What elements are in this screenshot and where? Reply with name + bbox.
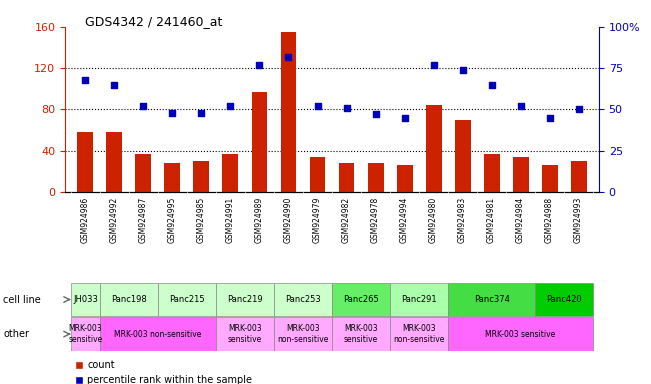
Bar <box>332 283 390 316</box>
Point <box>516 103 526 109</box>
Text: Panc265: Panc265 <box>343 295 379 304</box>
Point <box>255 62 265 68</box>
Point <box>458 67 468 73</box>
Bar <box>216 283 274 316</box>
Bar <box>542 165 557 192</box>
Text: MRK-003
sensitive: MRK-003 sensitive <box>344 324 378 344</box>
Text: Panc420: Panc420 <box>546 295 582 304</box>
Text: MRK-003 sensitive: MRK-003 sensitive <box>486 329 556 339</box>
Point <box>486 82 497 88</box>
Text: Panc198: Panc198 <box>111 295 147 304</box>
Bar <box>77 132 93 192</box>
Bar <box>339 163 355 192</box>
Point <box>341 105 352 111</box>
Bar <box>165 163 180 192</box>
Bar <box>274 318 332 351</box>
Bar <box>71 283 100 316</box>
Bar <box>484 154 499 192</box>
Text: Panc215: Panc215 <box>169 295 205 304</box>
Text: GSM924994: GSM924994 <box>400 197 409 243</box>
Bar <box>454 120 471 192</box>
Bar <box>396 165 413 192</box>
Text: GSM924990: GSM924990 <box>284 197 293 243</box>
Text: MRK-003
non-sensitive: MRK-003 non-sensitive <box>393 324 445 344</box>
Point <box>167 110 178 116</box>
Point <box>544 115 555 121</box>
Text: GSM924985: GSM924985 <box>197 197 206 243</box>
Point <box>312 103 323 109</box>
Text: GSM924995: GSM924995 <box>168 197 177 243</box>
Text: GSM924980: GSM924980 <box>429 197 438 243</box>
Bar <box>216 318 274 351</box>
Text: Panc374: Panc374 <box>474 295 510 304</box>
Point <box>80 77 90 83</box>
Bar <box>100 283 158 316</box>
Text: GSM924989: GSM924989 <box>255 197 264 243</box>
Text: MRK-003
non-sensitive: MRK-003 non-sensitive <box>277 324 329 344</box>
Text: GSM924993: GSM924993 <box>574 197 583 243</box>
Text: GSM924981: GSM924981 <box>487 197 496 243</box>
Text: GSM924978: GSM924978 <box>371 197 380 243</box>
Text: MRK-003
sensitive: MRK-003 sensitive <box>228 324 262 344</box>
Text: cell line: cell line <box>3 295 41 305</box>
Point <box>225 103 236 109</box>
Bar <box>251 92 268 192</box>
Point <box>399 115 409 121</box>
Bar <box>448 318 593 351</box>
Text: GSM924991: GSM924991 <box>226 197 235 243</box>
Bar <box>193 161 210 192</box>
Point <box>196 110 206 116</box>
Bar <box>512 157 529 192</box>
Point <box>109 82 120 88</box>
Bar <box>571 161 587 192</box>
Bar <box>309 157 326 192</box>
Bar <box>535 283 593 316</box>
Bar <box>448 283 535 316</box>
Text: MRK-003 non-sensitive: MRK-003 non-sensitive <box>115 329 202 339</box>
Text: Panc219: Panc219 <box>227 295 263 304</box>
Point <box>428 62 439 68</box>
Bar <box>332 318 390 351</box>
Bar <box>274 283 332 316</box>
Text: other: other <box>3 329 29 339</box>
Bar <box>368 163 383 192</box>
Bar <box>71 318 100 351</box>
Text: GSM924982: GSM924982 <box>342 197 351 243</box>
Bar <box>281 32 296 192</box>
Bar <box>390 283 448 316</box>
Bar <box>158 283 216 316</box>
Text: GSM924992: GSM924992 <box>110 197 119 243</box>
Legend: count, percentile rank within the sample: count, percentile rank within the sample <box>70 356 256 384</box>
Text: JH033: JH033 <box>73 295 98 304</box>
Point <box>370 111 381 118</box>
Text: GSM924983: GSM924983 <box>458 197 467 243</box>
Point <box>138 103 148 109</box>
Point <box>283 53 294 60</box>
Bar <box>223 154 238 192</box>
Text: GSM924986: GSM924986 <box>81 197 90 243</box>
Text: MRK-003
sensitive: MRK-003 sensitive <box>68 324 103 344</box>
Bar <box>135 154 152 192</box>
Text: Panc291: Panc291 <box>401 295 437 304</box>
Text: GDS4342 / 241460_at: GDS4342 / 241460_at <box>85 15 222 28</box>
Bar <box>390 318 448 351</box>
Text: GSM924979: GSM924979 <box>313 197 322 243</box>
Bar <box>100 318 216 351</box>
Point <box>574 106 584 113</box>
Text: Panc253: Panc253 <box>285 295 321 304</box>
Text: GSM924984: GSM924984 <box>516 197 525 243</box>
Bar <box>426 105 441 192</box>
Bar <box>107 132 122 192</box>
Text: GSM924988: GSM924988 <box>545 197 554 243</box>
Text: GSM924987: GSM924987 <box>139 197 148 243</box>
